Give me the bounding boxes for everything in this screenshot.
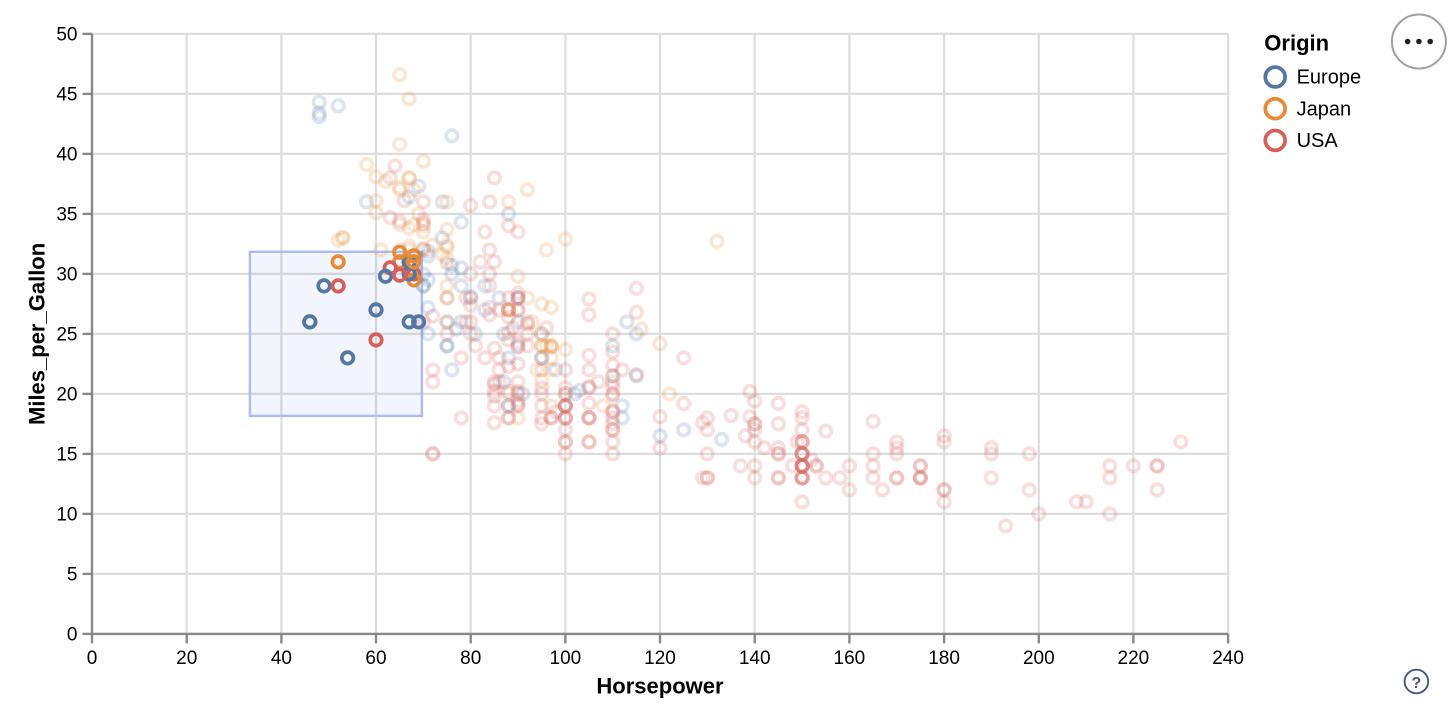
svg-text:180: 180 (928, 648, 960, 669)
svg-text:0: 0 (87, 648, 98, 669)
svg-text:?: ? (1412, 675, 1422, 692)
svg-text:Horsepower: Horsepower (596, 674, 724, 699)
svg-text:120: 120 (644, 648, 676, 669)
svg-text:Origin: Origin (1264, 31, 1329, 56)
svg-text:140: 140 (739, 648, 771, 669)
svg-text:10: 10 (56, 505, 77, 526)
svg-text:USA: USA (1297, 130, 1339, 152)
svg-text:Europe: Europe (1297, 67, 1362, 89)
svg-text:80: 80 (460, 648, 481, 669)
svg-text:20: 20 (176, 648, 197, 669)
svg-text:25: 25 (56, 325, 77, 346)
svg-text:Japan: Japan (1297, 98, 1352, 120)
svg-text:45: 45 (56, 85, 77, 106)
svg-text:240: 240 (1212, 648, 1244, 669)
svg-text:20: 20 (56, 385, 77, 406)
svg-text:5: 5 (67, 565, 78, 586)
svg-text:Miles_per_Gallon: Miles_per_Gallon (25, 243, 50, 425)
svg-text:30: 30 (56, 265, 77, 286)
svg-text:35: 35 (56, 205, 77, 226)
svg-text:15: 15 (56, 445, 77, 466)
svg-text:100: 100 (550, 648, 582, 669)
svg-text:160: 160 (834, 648, 866, 669)
svg-text:50: 50 (56, 25, 77, 46)
svg-text:0: 0 (67, 625, 78, 646)
svg-text:60: 60 (365, 648, 386, 669)
svg-text:40: 40 (56, 145, 77, 166)
svg-text:220: 220 (1118, 648, 1150, 669)
svg-text:200: 200 (1023, 648, 1055, 669)
svg-text:40: 40 (271, 648, 292, 669)
